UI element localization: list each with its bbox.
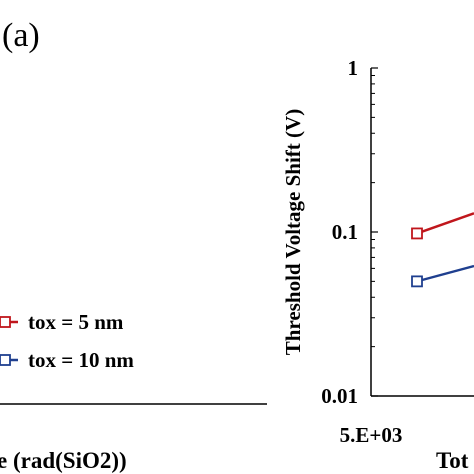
data-point-marker — [411, 227, 423, 240]
y-axis-title: Threshold Voltage Shift (V) — [281, 109, 305, 355]
legend-label: tox = 5 nm — [28, 310, 124, 334]
x-axis-title: e (rad(SiO2)) — [0, 448, 127, 473]
legend-label: tox = 10 nm — [28, 348, 134, 372]
legend-swatch-marker — [0, 354, 11, 366]
data-point-marker — [411, 275, 423, 288]
legend-swatch-marker — [0, 316, 11, 328]
right-chart-panel: 1 0.1 0.01 Threshold Voltage Shift (V) 5.E+0… — [281, 56, 474, 473]
y-tick-label: 1 — [348, 56, 359, 80]
x-tick-label: 5.E+03 — [340, 423, 403, 447]
series-line — [416, 264, 474, 283]
series-line — [416, 212, 474, 235]
panel-label: (a) — [2, 17, 40, 54]
y-tick-label: 0.01 — [321, 384, 358, 408]
y-tick-label: 0.1 — [332, 220, 358, 244]
x-axis-title: Tot — [436, 448, 469, 473]
